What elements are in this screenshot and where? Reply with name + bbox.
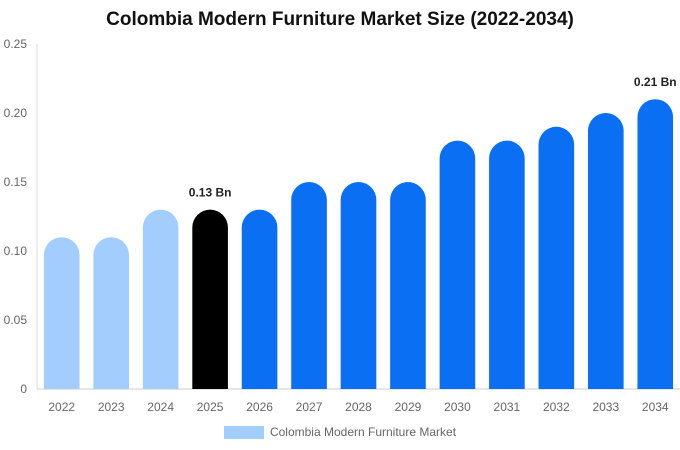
x-tick-label: 2031: [494, 400, 521, 414]
bar-2022: [43, 237, 80, 389]
x-tick-label: 2026: [246, 400, 273, 414]
bar-2026: [241, 209, 278, 389]
y-tick-label: 0.05: [4, 313, 28, 327]
bar-2027: [291, 181, 327, 389]
x-tick-label: 2034: [642, 400, 669, 414]
chart-title: Colombia Modern Furniture Market Size (2…: [106, 9, 574, 30]
legend-label: Colombia Modern Furniture Market: [269, 425, 457, 439]
y-tick-label: 0.25: [4, 37, 28, 51]
y-tick-label: 0.20: [4, 106, 28, 120]
bar-2023: [93, 237, 129, 389]
bar-chart: 0 0.05 0.10 0.15 0.20 0.25 2022 2023 2024 2025 202…: [4, 37, 680, 414]
x-tick-label: 2024: [147, 400, 174, 414]
x-tick-label: 2030: [444, 400, 471, 414]
x-tick-label: 2029: [395, 400, 422, 414]
bar-2030: [439, 140, 476, 389]
x-tick-label: 2022: [48, 400, 75, 414]
x-tick-label: 2033: [592, 400, 619, 414]
y-tick-label: 0.10: [4, 244, 28, 258]
x-tick-label: 2027: [296, 400, 323, 414]
bar-2033: [588, 113, 624, 389]
legend[interactable]: Colombia Modern Furniture Market: [0, 425, 680, 439]
data-label-2025: 0.13 Bn: [189, 186, 232, 200]
x-tick-label: 2023: [98, 400, 125, 414]
bar-2028: [340, 181, 377, 389]
bar-2025: [192, 209, 228, 389]
bar-2034: [637, 99, 674, 389]
y-tick-label: 0: [20, 382, 27, 396]
bar-2029: [390, 181, 426, 389]
bar-2031: [489, 140, 525, 389]
bar-2032: [538, 126, 575, 389]
data-label-2034: 0.21 Bn: [634, 75, 677, 89]
legend-swatch: [223, 425, 264, 439]
bar-2024: [142, 209, 179, 389]
x-tick-label: 2025: [197, 400, 224, 414]
x-tick-label: 2028: [345, 400, 372, 414]
y-tick-label: 0.15: [4, 175, 28, 189]
x-tick-label: 2032: [543, 400, 570, 414]
